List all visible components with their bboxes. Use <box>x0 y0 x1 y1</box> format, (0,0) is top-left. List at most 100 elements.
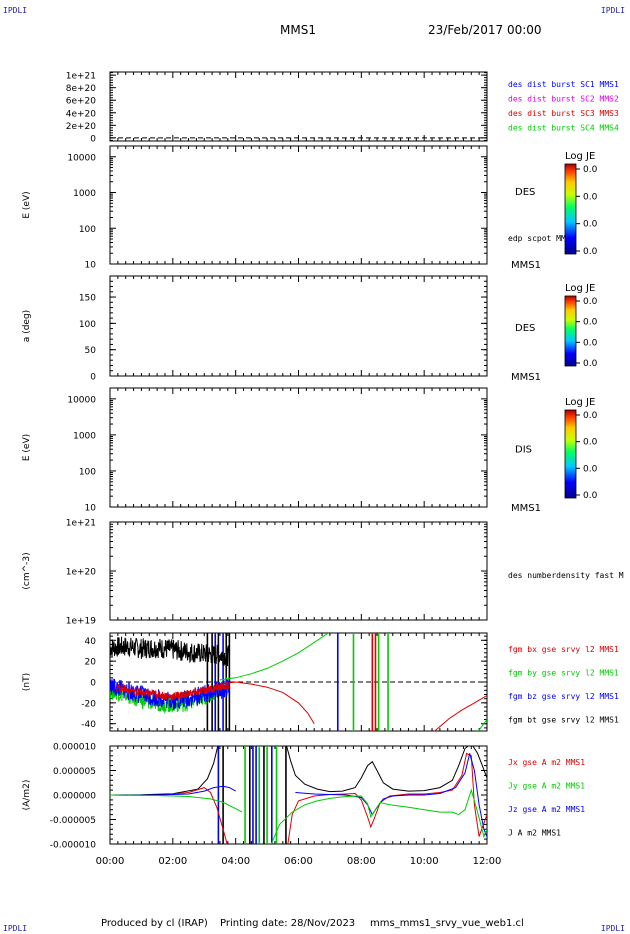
series-line-red <box>287 752 487 844</box>
panel-dist-burst: 1e+21 8e+20 6e+20 4e+20 2e+20 0 des dist burst… <box>66 71 619 144</box>
y-tick-label: 1e+19 <box>66 617 97 627</box>
instrument-label: DES <box>515 323 535 334</box>
colorbar-tick-label: 0.0 <box>583 297 598 307</box>
colorbar-tick-label: 0.0 <box>583 192 598 202</box>
spacecraft-label: MMS1 <box>511 260 541 271</box>
colorbar-tick-label: 0.0 <box>583 338 598 348</box>
colorbar-tick-label: 0.0 <box>583 359 598 369</box>
spacecraft-label: MMS1 <box>511 503 541 514</box>
y-tick-label: 1e+21 <box>66 72 96 82</box>
y-tick-label: -0.000010 <box>50 841 96 851</box>
legend-entry: fgm bz gse srvy l2 MMS1 <box>508 692 619 701</box>
colorbar-tick-label: 0.0 <box>583 491 598 501</box>
y-tick-label: 8e+20 <box>66 84 97 94</box>
instrument-label: DIS <box>515 445 532 456</box>
legend-entry: Jx gse A m2 MMS1 <box>508 758 585 767</box>
series-line-black <box>110 746 219 796</box>
colorbar-title: Log JE <box>565 283 595 294</box>
colorbar-tick-label: 0.0 <box>583 165 598 175</box>
y-axis-label: (nT) <box>22 673 32 691</box>
y-axis-label: a (deg) <box>22 310 32 342</box>
legend-entry: des numberdensity fast M <box>508 571 624 580</box>
panel-fgm: 40 20 0 -20 -40 (nT) fgm bx gse srvy l2 MMS1 fg… <box>22 632 619 732</box>
colorbar-tick-label: 0.0 <box>583 318 598 328</box>
series-line-blue <box>110 678 230 710</box>
y-axis-label: E (eV) <box>22 191 32 218</box>
y-tick-label: -0.000005 <box>50 816 96 826</box>
y-tick-label: -20 <box>81 699 96 709</box>
colorbar-tick-label: 0.0 <box>583 411 598 421</box>
panel-frame <box>109 387 488 508</box>
y-tick-label: 0 <box>90 679 96 689</box>
legend-entry: fgm bt gse srvy l2 MMS1 <box>508 715 619 724</box>
series-line-green <box>110 794 243 813</box>
y-tick-label: 10000 <box>67 153 96 163</box>
y-axis-label: E (eV) <box>22 434 32 461</box>
x-tick-label: 10:00 <box>410 856 439 867</box>
colorbar-tick-label: 0.0 <box>583 464 598 474</box>
instrument-label: DES <box>515 187 535 198</box>
corner-mark-bottom-left: IPDLI <box>3 924 28 933</box>
panel-current: 0.000010 0.000005 0.000000 -0.000005 -0.0000… <box>22 743 585 851</box>
plot-area <box>110 746 487 844</box>
y-tick-label: -40 <box>81 720 96 730</box>
y-tick-label: 100 <box>79 225 96 235</box>
colorbar <box>564 409 577 499</box>
y-tick-label: 1000 <box>73 431 96 441</box>
y-tick-label: 0 <box>90 134 96 144</box>
series-line-blue <box>110 785 236 796</box>
panel-frame <box>109 521 488 621</box>
footer-filename: mms_mms1_srvy_vue_web1.cl <box>370 918 524 929</box>
plot-area <box>110 633 487 731</box>
y-tick-label: 150 <box>79 294 96 304</box>
y-tick-label: 20 <box>85 658 97 668</box>
y-tick-label: 1e+20 <box>66 568 97 578</box>
series-line-black <box>110 636 230 667</box>
spacecraft-title: MMS1 <box>280 23 316 37</box>
legend-entry: des dist burst SC3 MMS3 <box>508 109 619 118</box>
y-tick-label: 10 <box>85 504 97 514</box>
corner-mark-bottom-right: IPDLI <box>600 924 625 933</box>
colorbar-tick-label: 0.0 <box>583 220 598 230</box>
colorbar-title: Log JE <box>565 151 595 162</box>
x-tick-label: 00:00 <box>96 856 125 867</box>
x-tick-label: 04:00 <box>221 856 250 867</box>
x-tick-label: 02:00 <box>158 856 187 867</box>
panel-frame <box>109 275 488 377</box>
y-tick-label: 100 <box>79 320 96 330</box>
x-tick-label: 06:00 <box>284 856 313 867</box>
colorbar-tick-label: 0.0 <box>583 247 598 257</box>
y-tick-label: 50 <box>85 346 97 356</box>
y-tick-label: 4e+20 <box>66 109 97 119</box>
series-line-red <box>219 681 315 724</box>
y-tick-label: 1e+21 <box>66 519 96 529</box>
legend-entry: J A m2 MMS1 <box>508 828 561 837</box>
y-tick-label: 0.000010 <box>53 743 96 753</box>
colorbar <box>564 163 577 255</box>
y-tick-label: 10000 <box>67 395 96 405</box>
series-line-red <box>115 681 230 701</box>
y-tick-label: 6e+20 <box>66 97 97 107</box>
y-axis-label: (A/m2) <box>22 780 32 811</box>
footer-printing-date: Printing date: 28/Nov/2023 <box>220 918 356 929</box>
legend-entry: des dist burst SC2 MMS2 <box>508 95 619 104</box>
panel-density: 1e+21 1e+20 1e+19 (cm^-3) des numberdensity … <box>22 519 624 627</box>
legend-entry: edp scpot MMS1 <box>508 234 576 243</box>
series-line-green <box>270 788 487 844</box>
y-tick-label: 100 <box>79 467 96 477</box>
panel-des-pitch: 150 100 50 0 a (deg) DES MMS1 Log JE 0.0 0.0 0.0 0.… <box>22 275 598 383</box>
y-tick-label: 2e+20 <box>66 122 97 132</box>
x-tick-label: 12:00 <box>473 856 502 867</box>
footer-produced-by: Produced by cl (IRAP) <box>101 918 208 929</box>
series-line-red <box>433 695 487 731</box>
date-title: 23/Feb/2017 00:00 <box>428 23 542 37</box>
series-line-green <box>477 719 487 731</box>
legend-entry: des dist burst SC4 MMS4 <box>508 124 619 133</box>
legend-entry: Jz gse A m2 MMS1 <box>508 805 585 814</box>
spacecraft-label: MMS1 <box>511 372 541 383</box>
series-line-green <box>219 633 330 681</box>
legend-entry: Jy gse A m2 MMS1 <box>508 781 585 790</box>
colorbar-title: Log JE <box>565 397 595 408</box>
legend-entry: des dist burst SC1 MMS1 <box>508 80 619 89</box>
